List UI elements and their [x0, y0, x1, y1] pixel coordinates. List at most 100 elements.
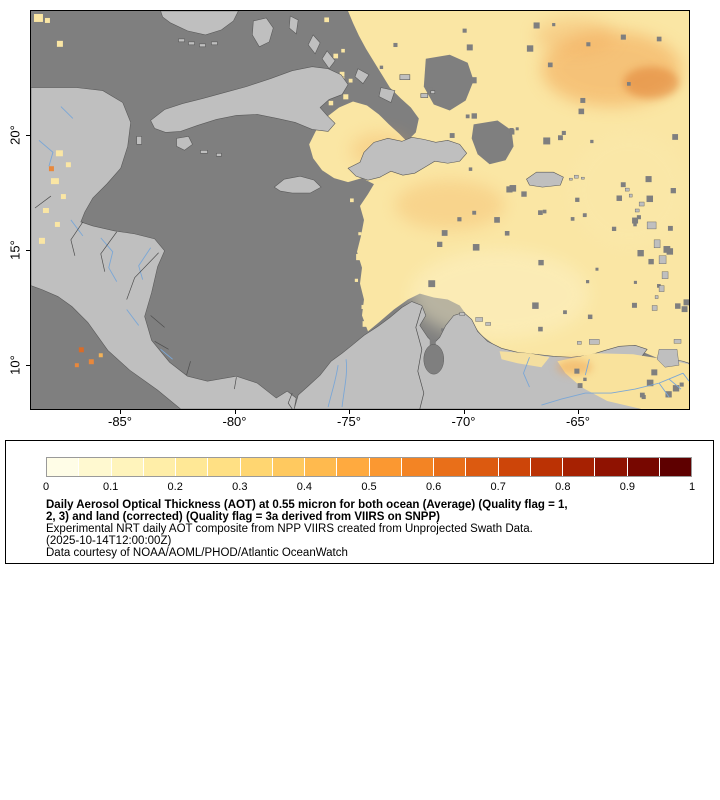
data-speckle — [358, 232, 362, 236]
data-speckle — [681, 306, 688, 313]
data-speckle — [620, 34, 626, 40]
lesser-antilles-group — [459, 174, 682, 368]
data-speckle — [672, 385, 680, 392]
data-speckle — [656, 36, 662, 42]
data-speckle — [574, 368, 580, 374]
data-speckle — [361, 304, 366, 310]
map-frame — [30, 10, 690, 410]
colorbar-segment — [369, 458, 401, 476]
data-speckle — [675, 303, 681, 309]
data-speckle — [466, 44, 473, 51]
colorbar-tick-label: 1 — [688, 481, 696, 493]
y-axis-label: 10° — [7, 355, 23, 375]
colorbar-segment — [272, 458, 304, 476]
data-speckle — [633, 222, 637, 227]
legend-panel: 0 0.1 0.2 0.3 0.4 0.5 0.6 0.7 0.8 0.9 1 Daily Aero… — [5, 440, 714, 564]
data-speckle — [372, 317, 377, 322]
colorbar-segment — [143, 458, 175, 476]
data-speckle — [542, 209, 547, 214]
axis-tick — [120, 410, 121, 414]
data-speckle — [354, 110, 361, 117]
data-speckle — [672, 134, 679, 140]
data-speckle — [472, 244, 480, 251]
land-cozumel — [136, 136, 142, 145]
colorbar-tick-label: 0.1 — [102, 481, 119, 493]
data-speckle — [365, 264, 373, 271]
data-speckle — [595, 267, 599, 271]
data-speckle — [341, 48, 345, 53]
data-speckle — [441, 328, 445, 332]
colorbar-segment — [208, 458, 240, 476]
data-speckle — [616, 195, 623, 201]
legend-credit: Data courtesy of NOAA/AOML/PHOD/Atlantic… — [46, 547, 348, 559]
data-speckle — [441, 230, 448, 236]
data-speckle — [356, 253, 363, 261]
colorbar-segment — [659, 458, 691, 476]
data-speckle — [587, 314, 593, 320]
data-speckle — [333, 53, 339, 59]
aot-map-svg — [31, 11, 689, 409]
data-speckle — [324, 17, 329, 23]
data-speckle — [656, 284, 661, 288]
x-axis-label: -70° — [451, 414, 476, 429]
colorbar-segment — [627, 458, 659, 476]
data-speckle — [667, 315, 674, 322]
data-speckle — [538, 326, 543, 332]
colorbar-segment — [176, 458, 208, 476]
colorbar-segment — [337, 458, 369, 476]
data-speckle — [393, 42, 398, 48]
data-speckle — [586, 42, 591, 47]
land-central-america — [31, 87, 297, 409]
data-speckle — [651, 369, 658, 376]
land-florida — [160, 11, 239, 36]
colorbar-segment — [563, 458, 595, 476]
colorbar-tick-label: 0.3 — [232, 481, 248, 493]
data-speckle — [504, 230, 510, 236]
data-speckle — [577, 383, 583, 389]
data-speckle — [631, 302, 637, 308]
colorbar-tick-label: 0.2 — [167, 481, 183, 493]
data-speckle — [350, 198, 354, 203]
data-speckle — [646, 195, 654, 203]
data-speckle — [509, 128, 514, 133]
data-speckle — [369, 259, 374, 264]
aot-field-land — [38, 150, 689, 409]
data-speckle — [471, 113, 477, 119]
data-speckle — [533, 22, 540, 29]
legend-timestamp: (2025-10-14T12:00:00Z) — [46, 535, 172, 547]
data-speckle — [470, 77, 477, 84]
land-isla-juventud — [176, 136, 193, 151]
data-speckle — [580, 97, 586, 103]
data-speckle — [552, 23, 556, 27]
data-speckle — [575, 197, 580, 202]
legend-title-line2: 2, 3) and land (corrected) (Quality flag… — [46, 511, 440, 523]
data-speckle — [526, 45, 534, 52]
data-speckle — [659, 336, 666, 343]
data-speckle — [667, 225, 673, 231]
data-speckle — [515, 127, 519, 131]
data-speckle — [561, 130, 566, 135]
land-puerto-rico — [526, 171, 564, 188]
data-speckle — [494, 217, 500, 223]
colorbar-tick-label: 0.4 — [296, 481, 313, 493]
y-axis-label: 15° — [7, 240, 23, 260]
data-speckle — [448, 102, 454, 108]
data-speckle — [379, 65, 384, 70]
data-speckle — [457, 217, 462, 222]
x-axis-label: -75° — [337, 414, 361, 429]
colorbar-segment — [305, 458, 337, 476]
land-cuba — [150, 66, 349, 133]
legend-text: Daily Aerosol Optical Thickness (AOT) at… — [46, 499, 696, 559]
x-axis-label: -65° — [566, 414, 590, 429]
colorbar-segment — [595, 458, 627, 476]
data-speckle — [362, 321, 369, 327]
land-hispaniola — [347, 137, 468, 181]
data-speckle — [532, 302, 539, 309]
data-speckles-land — [574, 368, 684, 400]
colorbar-tick-label: 0.5 — [361, 481, 377, 493]
axis-tick — [578, 410, 579, 414]
land-trinidad — [656, 349, 680, 368]
data-speckle — [538, 259, 544, 266]
data-speckle — [343, 94, 349, 100]
